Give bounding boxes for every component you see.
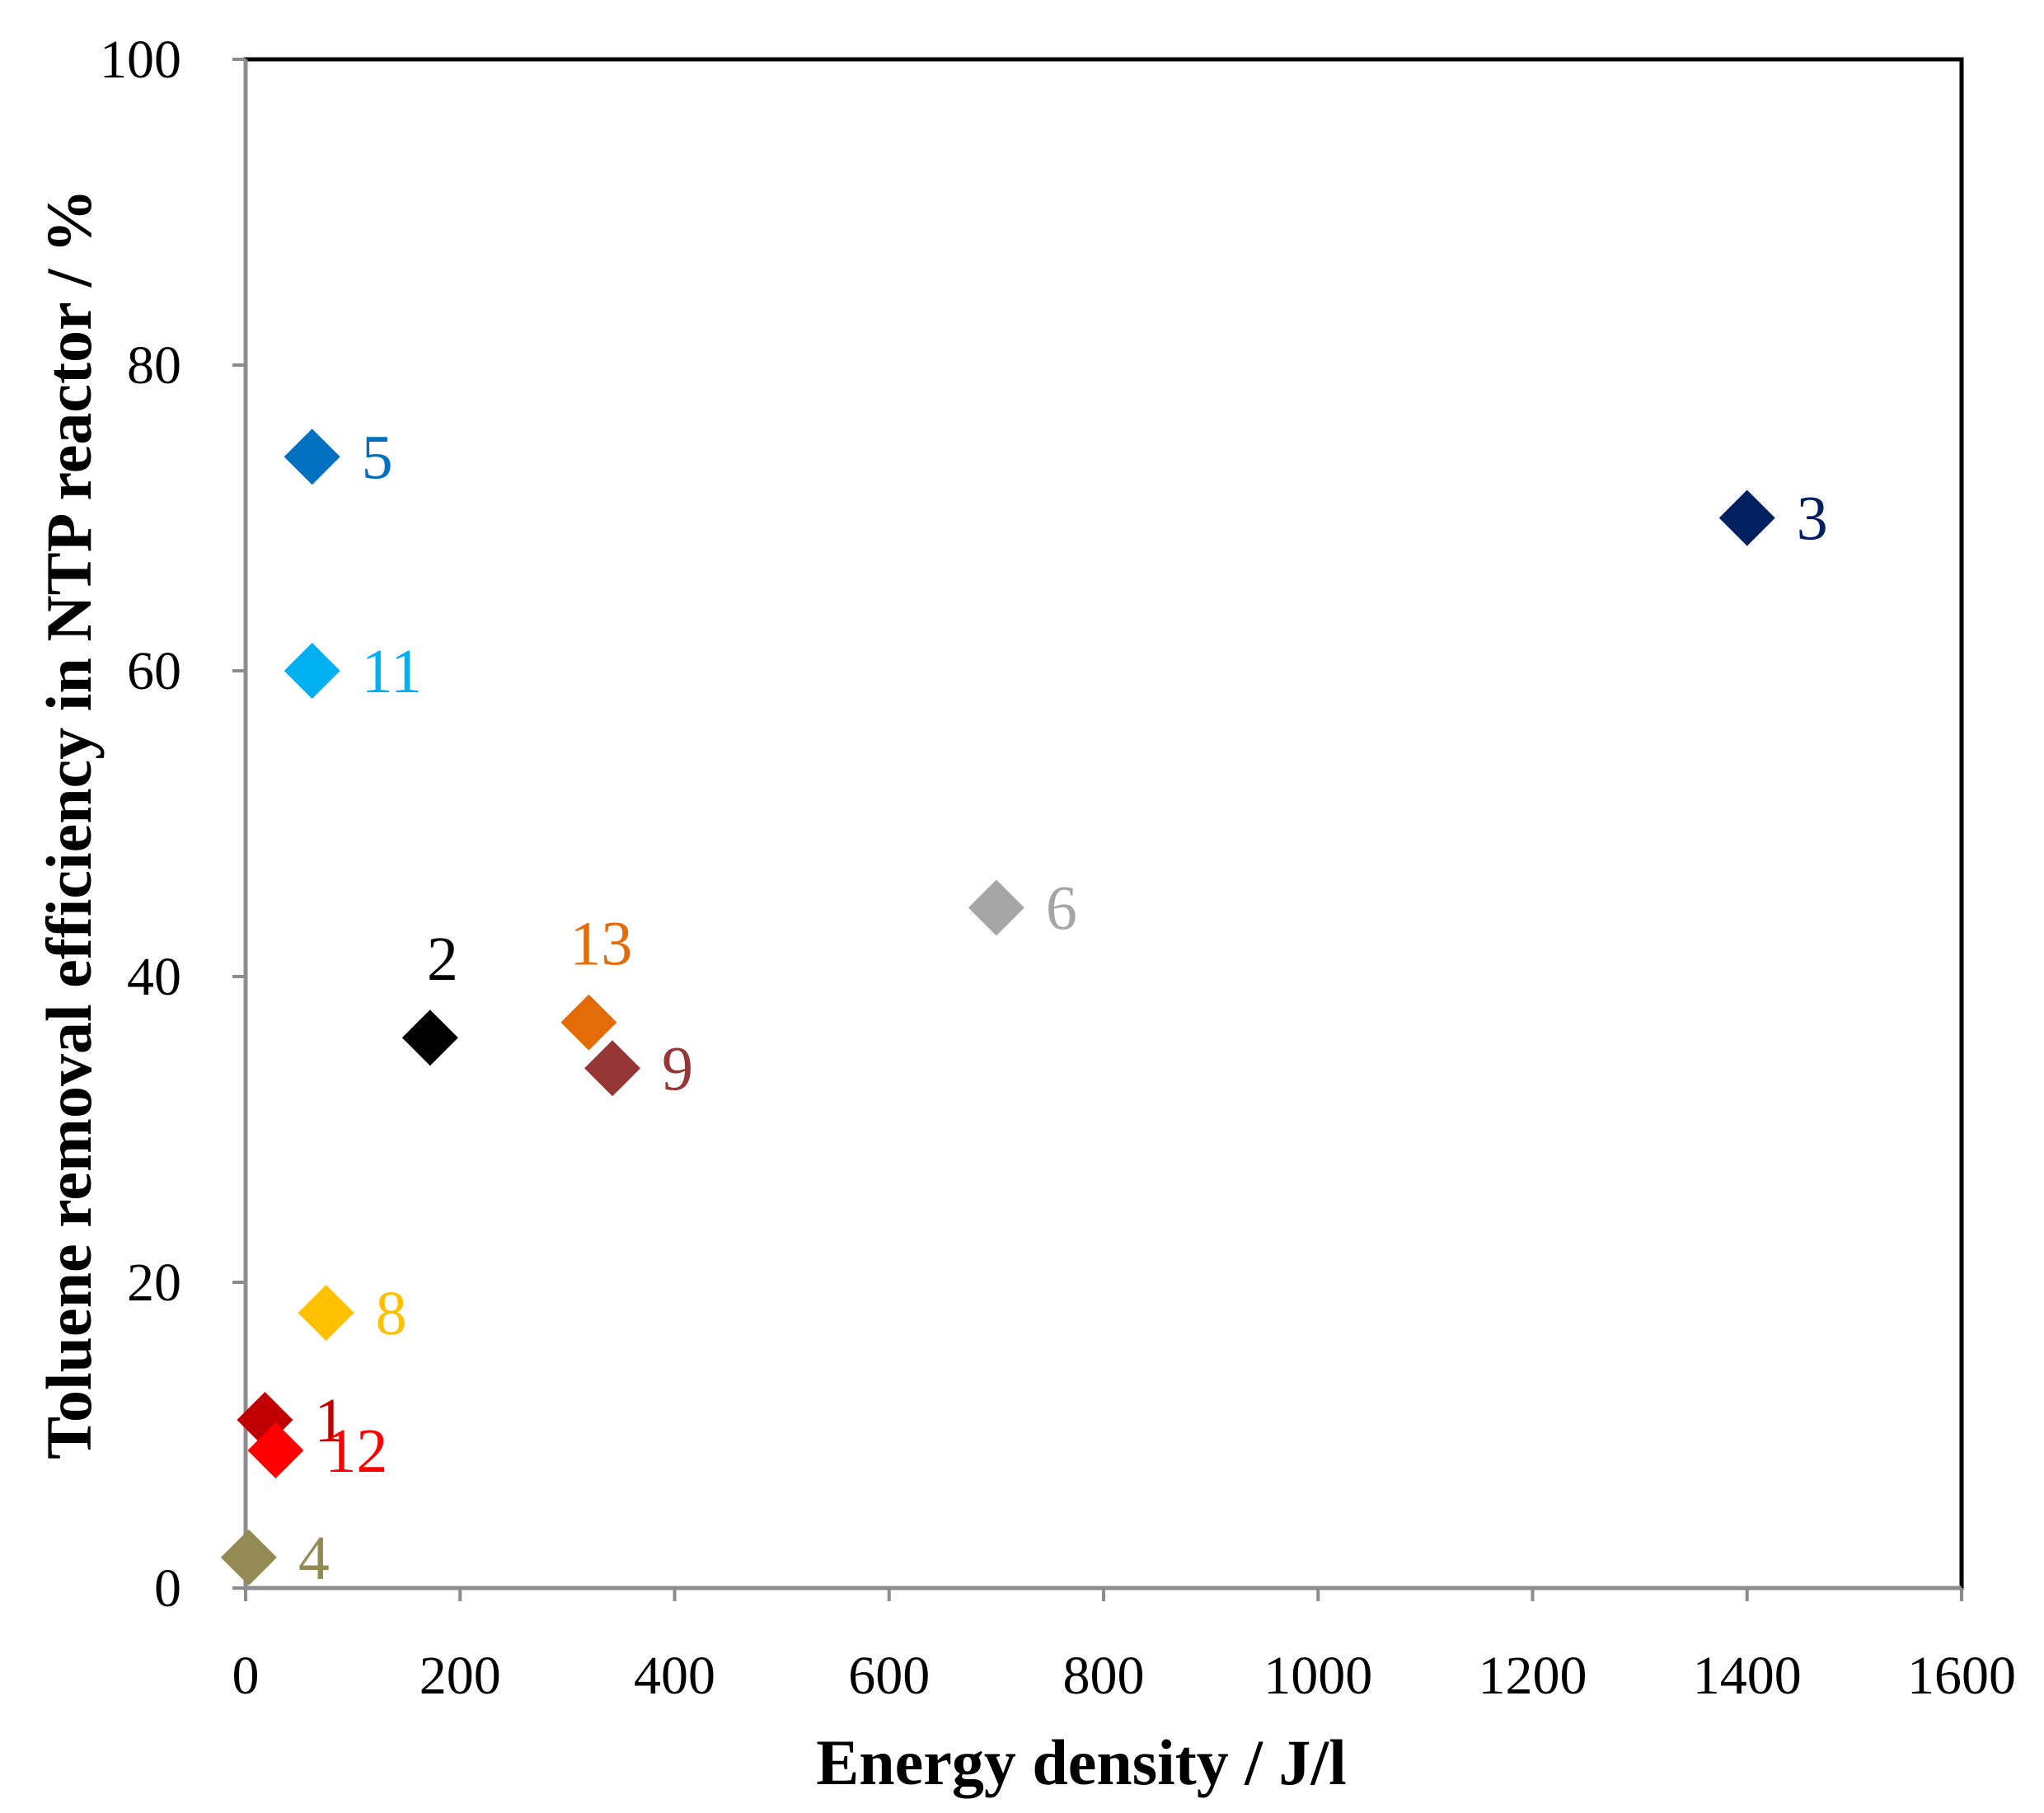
data-point-label-3: 3 [1797, 485, 1828, 554]
x-tick-label: 1400 [1693, 1646, 1802, 1706]
data-point-12 [247, 1422, 304, 1479]
data-point-label-9: 9 [662, 1034, 693, 1103]
x-tick-label: 1000 [1263, 1646, 1372, 1706]
x-tick-label: 600 [848, 1646, 930, 1706]
data-point-label-12: 12 [325, 1417, 387, 1486]
data-point-2 [401, 1010, 458, 1066]
data-point-11 [284, 643, 340, 699]
y-tick-label: 0 [154, 1558, 181, 1619]
x-tick-label: 0 [232, 1646, 260, 1706]
y-axis-title: Toluene removal efficiency in NTP reacto… [33, 189, 105, 1459]
axis-tick-labels: 0 200 400 600 800 1000 1200 1400 1600 0 20 40 60 80 10… [100, 30, 2016, 1706]
x-tick-label: 800 [1063, 1646, 1145, 1706]
x-tick-label: 1200 [1479, 1646, 1587, 1706]
data-point-label-2: 2 [427, 925, 458, 994]
data-point-9 [584, 1040, 641, 1097]
data-point-label-8: 8 [376, 1279, 407, 1348]
data-point-label-5: 5 [362, 423, 393, 492]
data-point-6 [968, 879, 1024, 936]
data-point-3 [1718, 490, 1775, 546]
x-tick-label: 1600 [1907, 1646, 2016, 1706]
y-tick-label: 80 [127, 335, 181, 396]
data-point-8 [298, 1285, 354, 1342]
data-point-label-11: 11 [362, 637, 422, 706]
data-point-label-13: 13 [570, 910, 632, 979]
data-point-5 [284, 429, 340, 485]
x-axis-title: Energy density / J/l [816, 1726, 1347, 1798]
x-tick-label: 200 [420, 1646, 501, 1706]
y-tick-label: 20 [127, 1253, 181, 1313]
data-point-13 [560, 994, 617, 1051]
data-point-label-1: 1 [314, 1386, 345, 1455]
data-point-label-6: 6 [1046, 874, 1077, 944]
data-points [220, 429, 1775, 1586]
x-tick-label: 400 [634, 1646, 715, 1706]
y-tick-label: 40 [127, 947, 181, 1007]
data-point-label-4: 4 [298, 1524, 330, 1593]
axis-ticks [232, 58, 1963, 1601]
y-tick-label: 100 [100, 30, 181, 90]
y-tick-label: 60 [127, 641, 181, 701]
data-point-4 [220, 1529, 277, 1586]
